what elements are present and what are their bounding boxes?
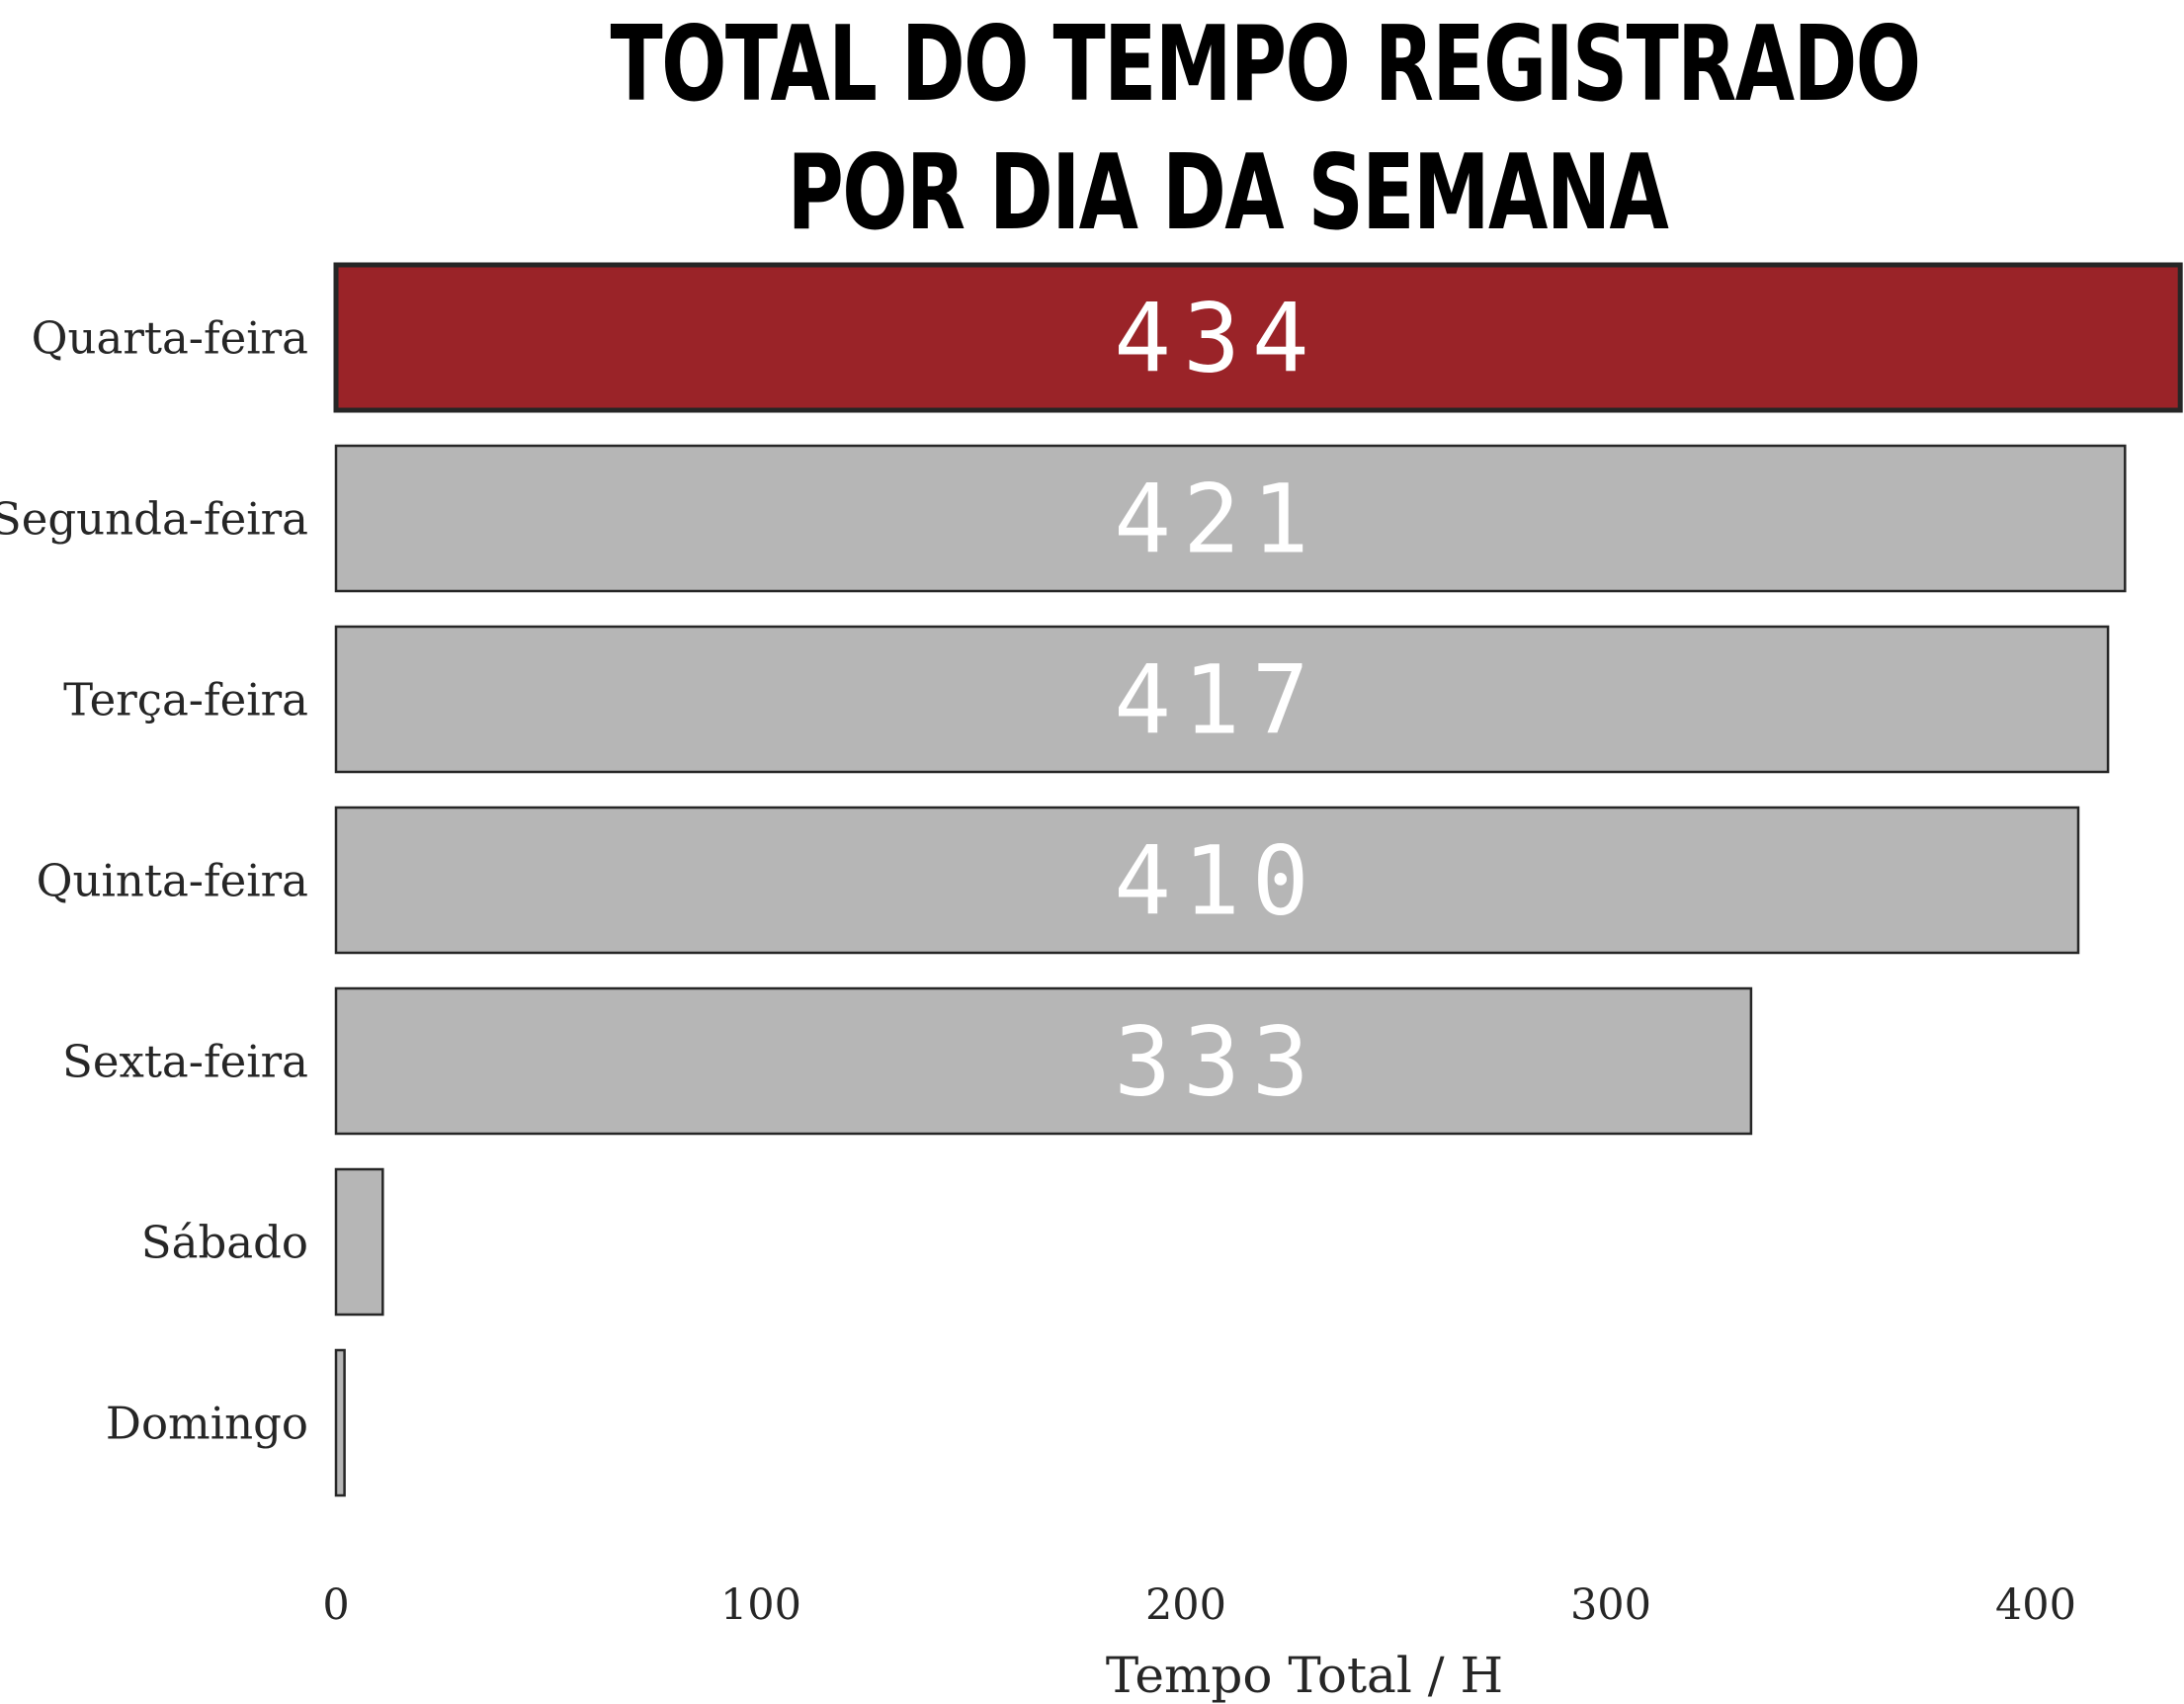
bar-quarta-feira — [333, 262, 2183, 413]
value-labels: 434 421 417 410 333 — [1114, 284, 1320, 1118]
value-label-terca-feira: 417 — [1114, 645, 1320, 756]
x-axis-tick-labels: 0 100 200 300 400 — [322, 1580, 2076, 1630]
category-labels: Quarta-feira Segunda-feira Terça-feira Quin… — [0, 312, 308, 1450]
x-tick-label-200: 200 — [1145, 1580, 1226, 1630]
bars-group — [333, 262, 2183, 1497]
category-label-domingo: Domingo — [106, 1398, 308, 1450]
x-tick-label-400: 400 — [1995, 1580, 2076, 1630]
x-axis-title: Tempo Total / H — [1106, 1647, 1503, 1704]
category-label-segunda-feira: Segunda-feira — [0, 493, 308, 546]
value-label-quinta-feira: 410 — [1114, 826, 1320, 937]
x-tick-label-100: 100 — [720, 1580, 801, 1630]
category-label-quinta-feira: Quinta-feira — [37, 855, 308, 907]
value-label-segunda-feira: 421 — [1114, 465, 1320, 575]
bar-sexta-feira — [334, 986, 1753, 1136]
x-tick-label-300: 300 — [1570, 1580, 1651, 1630]
bar-domingo — [334, 1348, 346, 1497]
category-label-terca-feira: Terça-feira — [63, 674, 308, 726]
bar-terca-feira — [334, 625, 2110, 774]
category-label-sabado: Sábado — [141, 1217, 308, 1269]
value-label-sexta-feira: 333 — [1114, 1007, 1320, 1118]
x-tick-label-0: 0 — [322, 1580, 349, 1630]
bar-segunda-feira — [334, 444, 2127, 593]
chart-title-line-1: TOTAL DO TEMPO REGISTRADO — [610, 3, 1919, 125]
bar-sabado — [334, 1167, 384, 1317]
value-label-quarta-feira: 434 — [1114, 284, 1320, 394]
category-label-sexta-feira: Sexta-feira — [62, 1036, 308, 1088]
bar-quinta-feira — [334, 806, 2080, 955]
chart-title-line-2: POR DIA DA SEMANA — [788, 131, 1670, 253]
category-label-quarta-feira: Quarta-feira — [32, 312, 308, 365]
